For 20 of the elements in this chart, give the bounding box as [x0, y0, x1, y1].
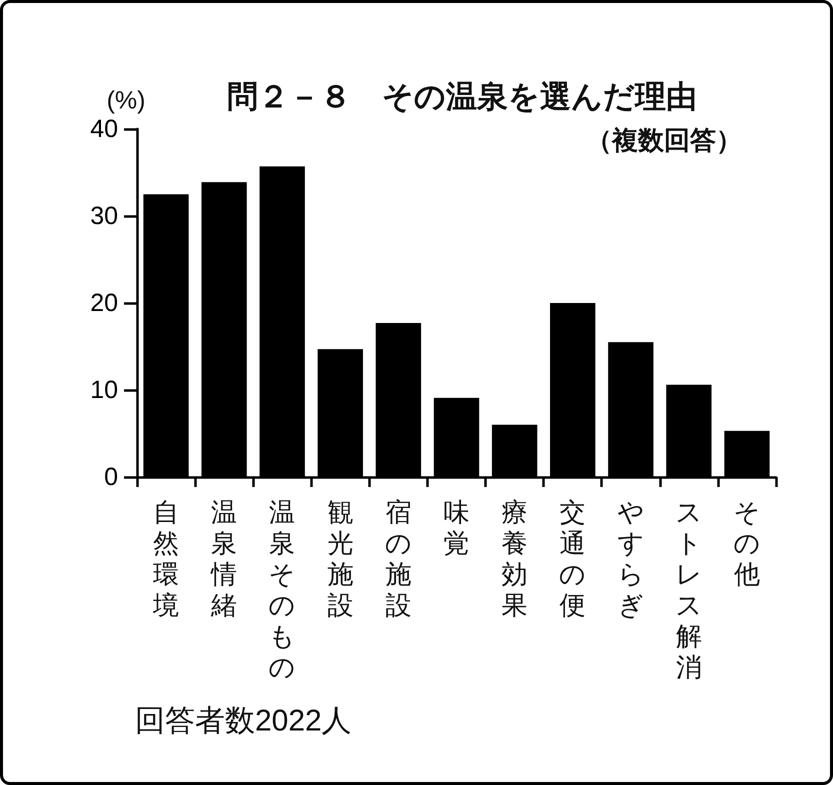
y-tick-label: 10	[90, 376, 118, 404]
x-tick-label: 温泉情緒	[209, 497, 238, 621]
y-axis-title: (%)	[106, 86, 146, 114]
y-tick-label: 30	[90, 202, 118, 230]
y-tick-label: 40	[90, 115, 118, 143]
x-tick-label: 温泉そのもの	[268, 497, 297, 683]
x-tick-label: やすらぎ	[616, 497, 646, 621]
y-tick-label: 0	[104, 463, 118, 491]
text: 回答者数2022人	[135, 704, 352, 738]
x-tick-label: その他	[732, 497, 762, 590]
x-tick-label: 宿の施設	[384, 497, 413, 621]
y-tick-label: 20	[90, 289, 118, 317]
x-tick-label: 交通の便	[558, 497, 588, 621]
x-tick-label: 療養効果	[500, 497, 529, 621]
x-tick-label: ストレス解消	[674, 497, 704, 683]
x-tick-label: 自然環境	[152, 497, 180, 621]
x-tick-label: 観光施設	[326, 497, 354, 621]
chart-subtitle: （複数回答）	[586, 125, 742, 155]
chart-title: 問２－８ その温泉を選んだ理由	[227, 79, 697, 114]
x-tick-label: 味覚	[442, 497, 470, 559]
